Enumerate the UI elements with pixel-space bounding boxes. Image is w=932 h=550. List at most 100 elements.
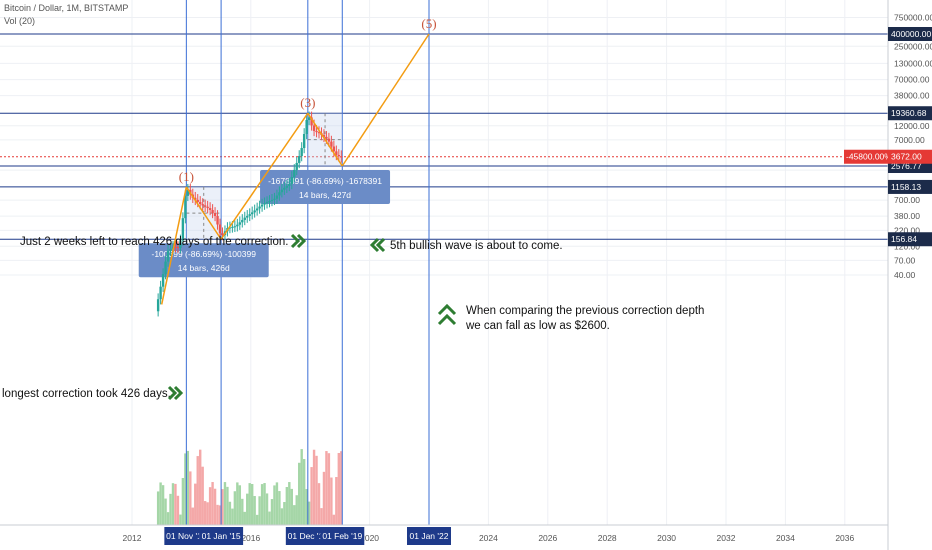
volume-bar — [302, 459, 306, 525]
price-change-box — [844, 149, 888, 164]
annotation-text: we can fall as low as $2600. — [465, 320, 610, 332]
level-axis-box — [888, 179, 932, 194]
time-tick-label: 2024 — [479, 533, 498, 543]
volume-bar — [288, 482, 291, 525]
volume-legend: Vol (20) — [4, 16, 36, 26]
measure-label-2: 14 bars, 426d — [178, 263, 230, 273]
volume-bar — [236, 482, 239, 525]
volume-bar — [317, 483, 321, 525]
elliott-wave-lines[interactable]: (1) (3) (5) — [160, 16, 437, 305]
wave-segment — [341, 33, 430, 167]
time-tick-label: 2036 — [835, 533, 854, 543]
candle-body — [199, 201, 202, 205]
current-price-label: 3672.00 — [891, 152, 922, 162]
candle-body — [260, 204, 264, 207]
annotation-text: 5th bullish wave is about to come. — [390, 240, 563, 252]
candle-body — [273, 198, 276, 200]
volume-bar — [226, 486, 229, 525]
candle-body — [298, 156, 301, 163]
wave-label: (5) — [421, 16, 436, 31]
candle-body — [181, 218, 185, 241]
volume-bar — [307, 501, 311, 525]
volume-bar — [218, 505, 222, 525]
date-axis-box — [407, 527, 451, 545]
candle-body — [302, 134, 306, 149]
candle-body — [293, 169, 296, 178]
candle-body — [241, 219, 244, 223]
candle-body — [300, 148, 303, 157]
volume-bar — [241, 498, 244, 525]
price-tick-label: 40.00 — [894, 270, 916, 280]
candle-body — [280, 189, 284, 193]
current-price-box — [888, 149, 932, 164]
volume-bar — [337, 452, 341, 525]
date-axis-box — [199, 527, 244, 545]
candle-body — [166, 250, 170, 262]
volume-bar — [260, 484, 264, 525]
price-change-label: -45800.00% — [846, 152, 892, 162]
volume-bar — [322, 471, 326, 525]
volume-bar — [166, 512, 170, 525]
wave-segment — [160, 186, 188, 305]
chevron-arrow-icon — [173, 385, 184, 401]
volume-bar — [191, 507, 194, 525]
wave-segment — [220, 112, 309, 240]
date-axis-box — [285, 527, 330, 545]
price-tick-label: 750000.00 — [894, 13, 932, 23]
price-tick-label: 12000.00 — [894, 121, 930, 131]
time-tick-label: 2020 — [360, 533, 379, 543]
candle-body — [196, 199, 199, 202]
volume-bar — [285, 487, 289, 525]
volume-bar — [161, 485, 165, 525]
candle-body — [243, 217, 246, 220]
volume-bar — [300, 449, 303, 525]
level-axis-label: 1158.13 — [891, 182, 921, 192]
volume-bars — [156, 449, 343, 525]
date-axis-box — [320, 527, 365, 545]
date-axis-label: 01 Feb '19 — [322, 531, 362, 541]
chevron-arrow-icon — [290, 233, 301, 249]
volume-bar — [159, 482, 162, 525]
volume-bar — [263, 483, 266, 525]
candle-body — [332, 146, 336, 152]
candle-body — [156, 299, 160, 312]
level-axis-label: 19360.68 — [891, 108, 927, 118]
horizontal-levels[interactable] — [0, 33, 888, 240]
candle-body — [248, 214, 251, 216]
volume-bar — [310, 467, 313, 525]
volume-bar — [258, 496, 261, 525]
date-axis-label: 01 Nov '13 — [166, 531, 207, 541]
candle-body — [186, 189, 190, 196]
volume-bar — [164, 498, 167, 525]
grid-lines — [0, 0, 888, 525]
candle-body — [221, 233, 224, 236]
volume-bar — [283, 502, 286, 525]
volume-bar — [250, 483, 254, 525]
volume-bar — [332, 514, 336, 525]
volume-bar — [174, 483, 177, 525]
candle-body — [159, 286, 162, 300]
candle-body — [315, 130, 318, 133]
volume-bar — [196, 456, 199, 525]
candle-body — [325, 136, 328, 139]
price-tick-label: 70000.00 — [894, 75, 930, 85]
volume-bar — [298, 462, 301, 525]
candle-body — [176, 246, 180, 248]
level-axis-label: 2576.77 — [891, 161, 922, 171]
volume-bar — [255, 514, 259, 525]
volume-bar — [186, 450, 190, 525]
volume-bar — [275, 482, 279, 525]
volume-bar — [290, 488, 293, 525]
volume-bar — [315, 455, 318, 525]
volume-bar — [268, 511, 271, 525]
volume-bar — [335, 477, 338, 525]
volume-bar — [221, 489, 224, 525]
volume-bar — [330, 477, 333, 525]
volume-bar — [253, 496, 256, 525]
candle-body — [317, 132, 321, 134]
measurement-zones[interactable]: -100399 (-86.69%) -100399 14 bars, 426d -1… — [138, 113, 391, 278]
volume-bar — [270, 499, 274, 525]
wave-label: (1) — [179, 169, 194, 184]
price-tick-label: 70.00 — [894, 255, 916, 265]
